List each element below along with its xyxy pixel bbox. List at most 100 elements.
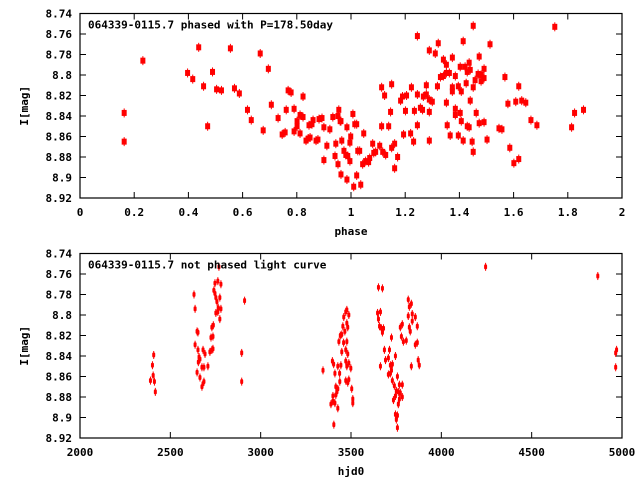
data-point — [345, 339, 349, 345]
data-point — [420, 93, 426, 100]
data-point — [452, 105, 458, 112]
data-point — [332, 152, 338, 159]
data-point — [152, 379, 156, 385]
data-point — [203, 351, 207, 357]
data-point — [219, 281, 223, 287]
data-point — [268, 101, 274, 108]
data-point — [335, 161, 341, 168]
data-point — [452, 111, 458, 118]
x-tick-label: 1 — [348, 206, 355, 219]
data-point — [400, 382, 404, 388]
data-point — [379, 84, 385, 91]
data-point — [377, 142, 383, 149]
data-point — [333, 140, 339, 147]
data-point — [467, 66, 473, 73]
data-point — [467, 97, 473, 104]
data-point — [389, 144, 395, 151]
data-point — [236, 90, 242, 97]
data-point — [382, 92, 388, 99]
data-point — [569, 124, 575, 131]
data-point — [350, 110, 356, 117]
data-point — [205, 123, 211, 130]
data-point — [257, 50, 263, 57]
data-point — [380, 329, 384, 335]
data-point — [407, 304, 411, 310]
data-point — [513, 98, 519, 105]
data-point — [386, 355, 390, 361]
data-point — [265, 65, 271, 72]
data-point — [279, 131, 285, 138]
plot-frame — [79, 252, 623, 439]
data-point — [413, 314, 417, 320]
data-point — [408, 130, 414, 137]
data-point — [218, 316, 222, 322]
data-point — [534, 122, 540, 129]
data-point — [294, 123, 300, 130]
data-point — [211, 322, 215, 328]
data-point — [321, 367, 325, 373]
data-point — [212, 287, 216, 293]
data-point — [201, 83, 207, 90]
data-point — [411, 107, 417, 114]
data-point — [330, 114, 336, 121]
data-point — [343, 328, 347, 334]
data-point — [420, 106, 426, 113]
data-point — [366, 159, 372, 166]
data-point — [360, 161, 366, 168]
data-point — [351, 400, 355, 406]
data-point — [309, 121, 315, 128]
data-point — [440, 73, 446, 80]
data-point — [528, 117, 534, 124]
data-point — [411, 138, 417, 145]
data-point — [148, 378, 152, 384]
data-point — [193, 306, 197, 312]
data-point — [213, 280, 217, 286]
data-point — [443, 61, 449, 68]
data-point — [394, 417, 398, 423]
data-point — [216, 278, 220, 284]
data-point — [415, 323, 419, 329]
data-point — [341, 147, 347, 154]
x-tick-label: 0.6 — [233, 206, 253, 219]
data-point — [487, 41, 493, 48]
data-point — [336, 106, 342, 113]
data-point — [401, 339, 405, 345]
x-tick-label: 4000 — [428, 446, 455, 459]
data-point — [361, 130, 367, 137]
data-point — [333, 400, 337, 406]
data-point — [211, 346, 215, 352]
data-point — [452, 73, 458, 80]
data-point — [342, 340, 346, 346]
data-point — [423, 82, 429, 89]
y-tick-label: 8.84 — [46, 110, 73, 123]
data-point — [404, 92, 410, 99]
data-point — [410, 318, 414, 324]
data-point — [440, 56, 446, 63]
data-point — [349, 365, 353, 371]
x-tick-label: 0.8 — [287, 206, 307, 219]
data-point — [321, 124, 327, 131]
data-point — [426, 96, 432, 103]
data-point — [519, 97, 525, 104]
data-point — [342, 314, 346, 320]
y-tick-label: 8.92 — [46, 432, 73, 445]
data-point — [395, 425, 399, 431]
data-point — [443, 99, 449, 106]
y-tick-label: 8.82 — [46, 90, 73, 103]
data-point — [395, 374, 399, 379]
data-point — [406, 313, 410, 319]
data-point — [466, 124, 472, 131]
data-point — [481, 119, 487, 126]
data-point — [282, 129, 288, 136]
data-point — [240, 350, 244, 356]
data-point — [499, 126, 505, 133]
data-point — [367, 155, 373, 162]
data-point — [426, 108, 432, 115]
data-point — [470, 22, 476, 29]
data-point — [378, 309, 382, 315]
x-tick-label: 0.2 — [124, 206, 144, 219]
data-point — [462, 63, 468, 70]
phased-plot: 0 0.2 0.4 0.6 0.8 1 1.2 1.4 1.6 1.8 2 8.74 8.76 8.78 8… — [18, 8, 625, 239]
y-tick-label: 8.8 — [52, 69, 72, 82]
data-point — [334, 392, 338, 398]
